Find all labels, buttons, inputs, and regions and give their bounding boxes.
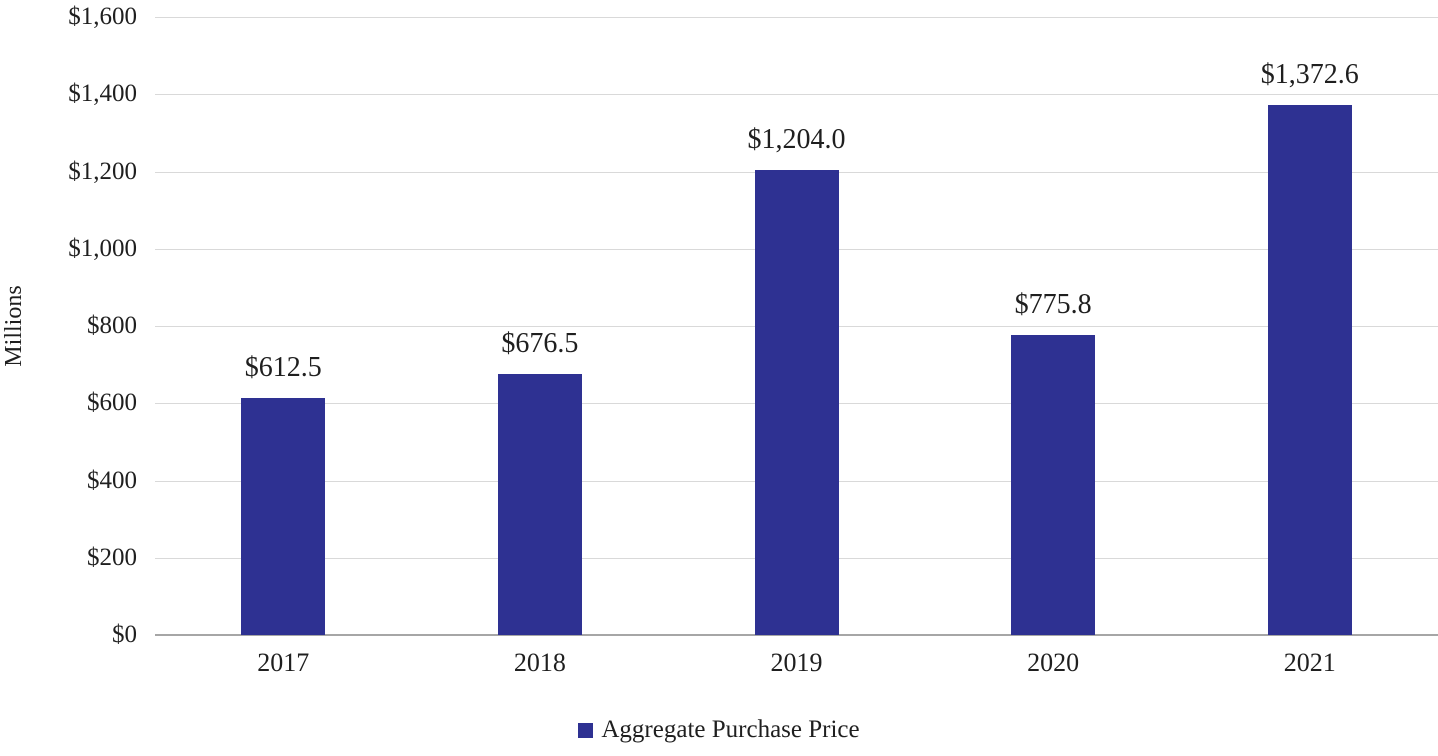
data-label: $612.5	[244, 352, 322, 384]
bar-2017	[241, 398, 326, 635]
data-label: $775.8	[1014, 289, 1092, 321]
gridline	[155, 94, 1438, 96]
y-tick-label: $400	[87, 466, 137, 494]
x-axis-line	[155, 634, 1438, 636]
bar-2018	[497, 373, 582, 635]
x-tick-label: 2017	[257, 648, 310, 677]
bar-2021	[1267, 104, 1352, 635]
y-tick-label: $200	[87, 543, 137, 571]
y-tick-label: $0	[112, 621, 137, 648]
y-tick-label: $1,600	[68, 3, 137, 30]
bar-2020	[1011, 335, 1096, 635]
y-tick-label: $1,000	[68, 234, 137, 262]
legend-swatch-icon	[578, 722, 594, 738]
y-tick-label: $800	[87, 312, 137, 339]
y-tick-label: $600	[87, 389, 137, 417]
x-tick-label: 2019	[770, 648, 823, 677]
x-tick-label: 2020	[1027, 648, 1080, 677]
legend: Aggregate Purchase Price	[0, 716, 1438, 744]
bar-2019	[754, 169, 839, 635]
data-label: $1,372.6	[1260, 58, 1359, 90]
y-tick-label: $1,200	[68, 157, 137, 185]
x-tick-label: 2021	[1283, 648, 1336, 677]
y-tick-label: $1,400	[68, 80, 137, 108]
data-label: $1,204.0	[747, 123, 846, 155]
data-label: $676.5	[501, 327, 579, 359]
legend-label: Aggregate Purchase Price	[601, 716, 860, 743]
x-tick-label: 2018	[513, 648, 566, 677]
gridline	[155, 17, 1438, 18]
